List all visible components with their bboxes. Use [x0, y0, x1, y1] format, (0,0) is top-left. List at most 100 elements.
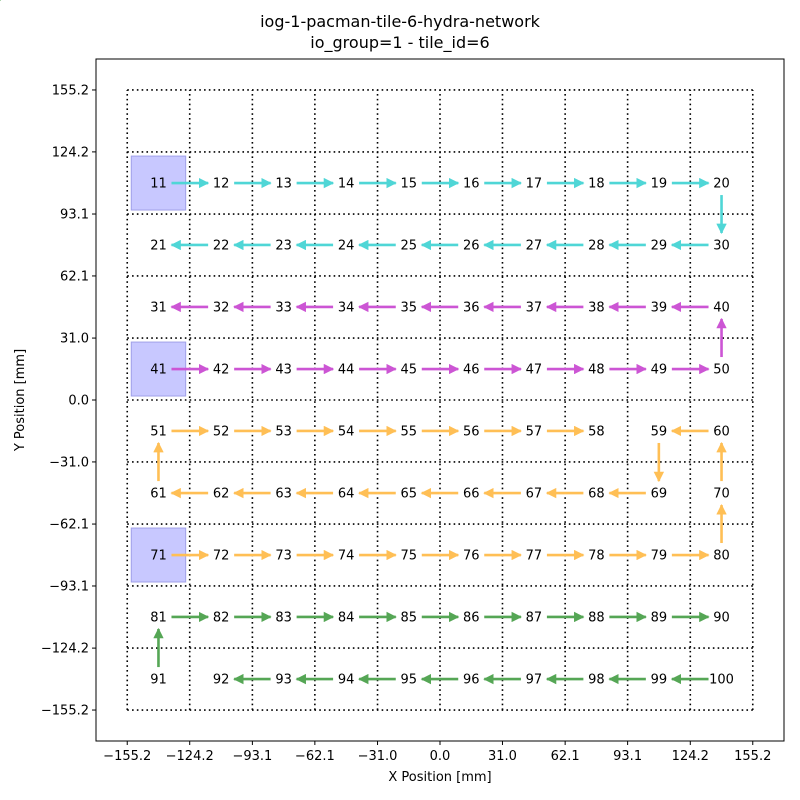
chip-label-25: 25	[400, 238, 417, 253]
chip-label-38: 38	[588, 300, 605, 315]
chip-label-83: 83	[275, 610, 292, 625]
chip-label-88: 88	[588, 610, 605, 625]
chip-label-63: 63	[275, 487, 292, 502]
chip-label-51: 51	[150, 424, 167, 439]
x-axis-label: X Position [mm]	[388, 770, 491, 785]
chip-label-48: 48	[588, 363, 605, 378]
chip-label-58: 58	[588, 424, 605, 439]
chip-label-23: 23	[275, 238, 292, 253]
chip-label-95: 95	[400, 673, 417, 688]
chip-label-41: 41	[150, 363, 167, 378]
chip-label-57: 57	[526, 424, 543, 439]
chip-label-75: 75	[400, 549, 417, 564]
chip-label-81: 81	[150, 610, 167, 625]
chip-label-66: 66	[463, 487, 480, 502]
node-layer: 11 12 13 14 15 16 17 18 19 20 21 22 23 24 25 26 27 28 29 30…	[146, 0, 734, 688]
x-tick-label: 155.2	[734, 749, 771, 764]
y-tick-label: −124.2	[41, 642, 89, 657]
chip-label-43: 43	[275, 363, 292, 378]
x-tick-label: 31.0	[488, 749, 517, 764]
chip-label-28: 28	[588, 238, 605, 253]
chip-label-87: 87	[526, 610, 543, 625]
chart-subtitle: io_group=1 - tile_id=6	[310, 33, 490, 52]
chip-label-56: 56	[463, 424, 480, 439]
chip-label-94: 94	[338, 673, 355, 688]
chip-label-68: 68	[588, 487, 605, 502]
chip-label-45: 45	[400, 363, 417, 378]
chip-label-20: 20	[713, 177, 730, 192]
tick-layer: −155.2 −124.2 −93.1 −62.1 −31.0 0.0 31.0 62.1 93…	[41, 83, 771, 764]
chip-label-26: 26	[463, 238, 480, 253]
chip-label-12: 12	[213, 177, 230, 192]
chip-label-104: 104	[334, 0, 359, 4]
y-tick-label: 0.0	[68, 394, 89, 409]
chip-label-100: 100	[709, 673, 734, 688]
y-tick-label: 31.0	[60, 332, 89, 347]
y-tick-label: 124.2	[52, 145, 89, 160]
chip-label-98: 98	[588, 673, 605, 688]
chip-label-96: 96	[463, 673, 480, 688]
chip-label-99: 99	[651, 673, 668, 688]
chip-label-39: 39	[651, 300, 668, 315]
chip-label-76: 76	[463, 549, 480, 564]
chip-label-78: 78	[588, 549, 605, 564]
chart-title: iog-1-pacman-tile-6-hydra-network	[260, 12, 540, 31]
chip-label-105: 105	[396, 0, 421, 4]
chip-label-73: 73	[275, 549, 292, 564]
chip-label-47: 47	[526, 363, 543, 378]
chip-label-37: 37	[526, 300, 543, 315]
chip-label-22: 22	[213, 238, 230, 253]
chip-label-106: 106	[459, 0, 484, 4]
chip-label-32: 32	[213, 300, 230, 315]
chip-label-80: 80	[713, 549, 730, 564]
chip-label-46: 46	[463, 363, 480, 378]
chip-label-17: 17	[526, 177, 543, 192]
x-tick-label: 124.2	[672, 749, 709, 764]
chip-label-109: 109	[646, 0, 671, 4]
chip-label-24: 24	[338, 238, 355, 253]
chip-label-102: 102	[209, 0, 234, 4]
chip-label-72: 72	[213, 549, 230, 564]
edge-layer	[153, 177, 727, 685]
chip-label-62: 62	[213, 487, 230, 502]
chip-label-18: 18	[588, 177, 605, 192]
chip-label-50: 50	[713, 363, 730, 378]
y-tick-label: −31.0	[49, 455, 89, 470]
chip-label-54: 54	[338, 424, 355, 439]
chip-label-71: 71	[150, 549, 167, 564]
chip-label-85: 85	[400, 610, 417, 625]
chip-label-74: 74	[338, 549, 355, 564]
chip-label-92: 92	[213, 673, 230, 688]
y-tick-label: 93.1	[60, 208, 89, 223]
chip-label-40: 40	[713, 300, 730, 315]
y-axis-label: Y Position [mm]	[13, 349, 28, 452]
chip-label-97: 97	[526, 673, 543, 688]
chip-label-15: 15	[400, 177, 417, 192]
x-tick-label: −124.2	[166, 749, 214, 764]
chip-label-49: 49	[651, 363, 668, 378]
chip-label-91: 91	[150, 673, 167, 688]
chip-label-93: 93	[275, 673, 292, 688]
chip-label-69: 69	[651, 487, 668, 502]
chip-label-110: 110	[709, 0, 734, 4]
x-tick-label: 62.1	[551, 749, 580, 764]
chip-label-86: 86	[463, 610, 480, 625]
chip-label-27: 27	[526, 238, 543, 253]
x-tick-label: 93.1	[613, 749, 642, 764]
chip-label-14: 14	[338, 177, 355, 192]
x-tick-label: −62.1	[295, 749, 335, 764]
chip-label-13: 13	[275, 177, 292, 192]
chip-label-61: 61	[150, 487, 167, 502]
chip-label-11: 11	[150, 177, 167, 192]
chip-label-67: 67	[526, 487, 543, 502]
y-tick-label: 62.1	[60, 269, 89, 284]
y-tick-label: −155.2	[41, 704, 89, 719]
chip-label-16: 16	[463, 177, 480, 192]
chip-label-33: 33	[275, 300, 292, 315]
chip-label-84: 84	[338, 610, 355, 625]
chip-label-59: 59	[651, 424, 668, 439]
chip-label-53: 53	[275, 424, 292, 439]
chip-label-90: 90	[713, 610, 730, 625]
y-tick-label: −62.1	[49, 518, 89, 533]
